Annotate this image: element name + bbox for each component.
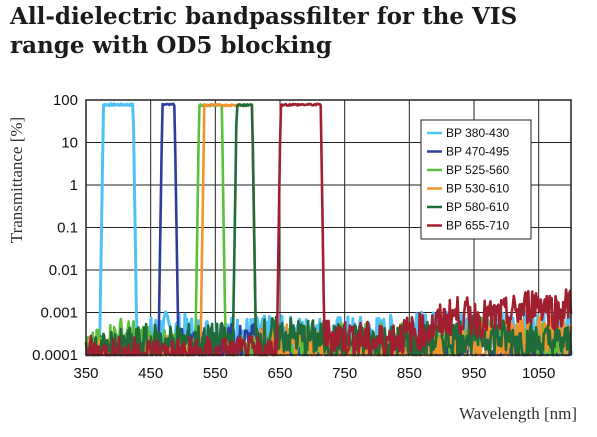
- legend-label: BP 580-610: [446, 200, 509, 214]
- x-tick-label: 1050: [522, 365, 555, 382]
- legend-label: BP 530-610: [446, 182, 509, 196]
- y-tick-label: 0.0001: [32, 347, 78, 364]
- y-tick-label: 0.1: [57, 220, 78, 237]
- x-tick-label: 750: [332, 365, 357, 382]
- legend-label: BP 380-430: [446, 126, 509, 140]
- chart-title: All-dielectric bandpassfilter for the VI…: [10, 3, 518, 59]
- x-tick-label: 950: [461, 365, 486, 382]
- y-tick-label: 1: [70, 177, 78, 194]
- legend-box: [420, 119, 532, 240]
- legend: BP 380-430 BP 470-495 BP 525-560 BP 530-610…: [420, 119, 532, 240]
- y-tick-label: 10: [61, 135, 78, 152]
- x-tick-label: 850: [397, 365, 422, 382]
- x-tick-label: 450: [138, 365, 163, 382]
- plot-frame: [85, 99, 572, 356]
- legend-label: BP 470-495: [446, 145, 509, 159]
- y-tick-label: 100: [53, 92, 78, 109]
- y-tick-label: 0.01: [49, 262, 78, 279]
- legend-label: BP 525-560: [446, 163, 509, 177]
- x-tick-label: 550: [203, 365, 228, 382]
- x-tick-label: 350: [73, 365, 98, 382]
- y-tick-labels: 100 10 1 0.1 0.01 0.001 0.0001: [32, 92, 78, 364]
- y-axis-label: Transmittance [%]: [7, 116, 26, 244]
- series-line: [85, 102, 573, 357]
- x-tick-labels: 350 450 550 650 750 850 950 1050: [73, 365, 555, 382]
- x-axis-label: Wavelength [nm]: [458, 404, 577, 423]
- y-tick-label: 0.001: [40, 305, 78, 322]
- x-tick-label: 650: [267, 365, 292, 382]
- legend-label: BP 655-710: [446, 219, 509, 233]
